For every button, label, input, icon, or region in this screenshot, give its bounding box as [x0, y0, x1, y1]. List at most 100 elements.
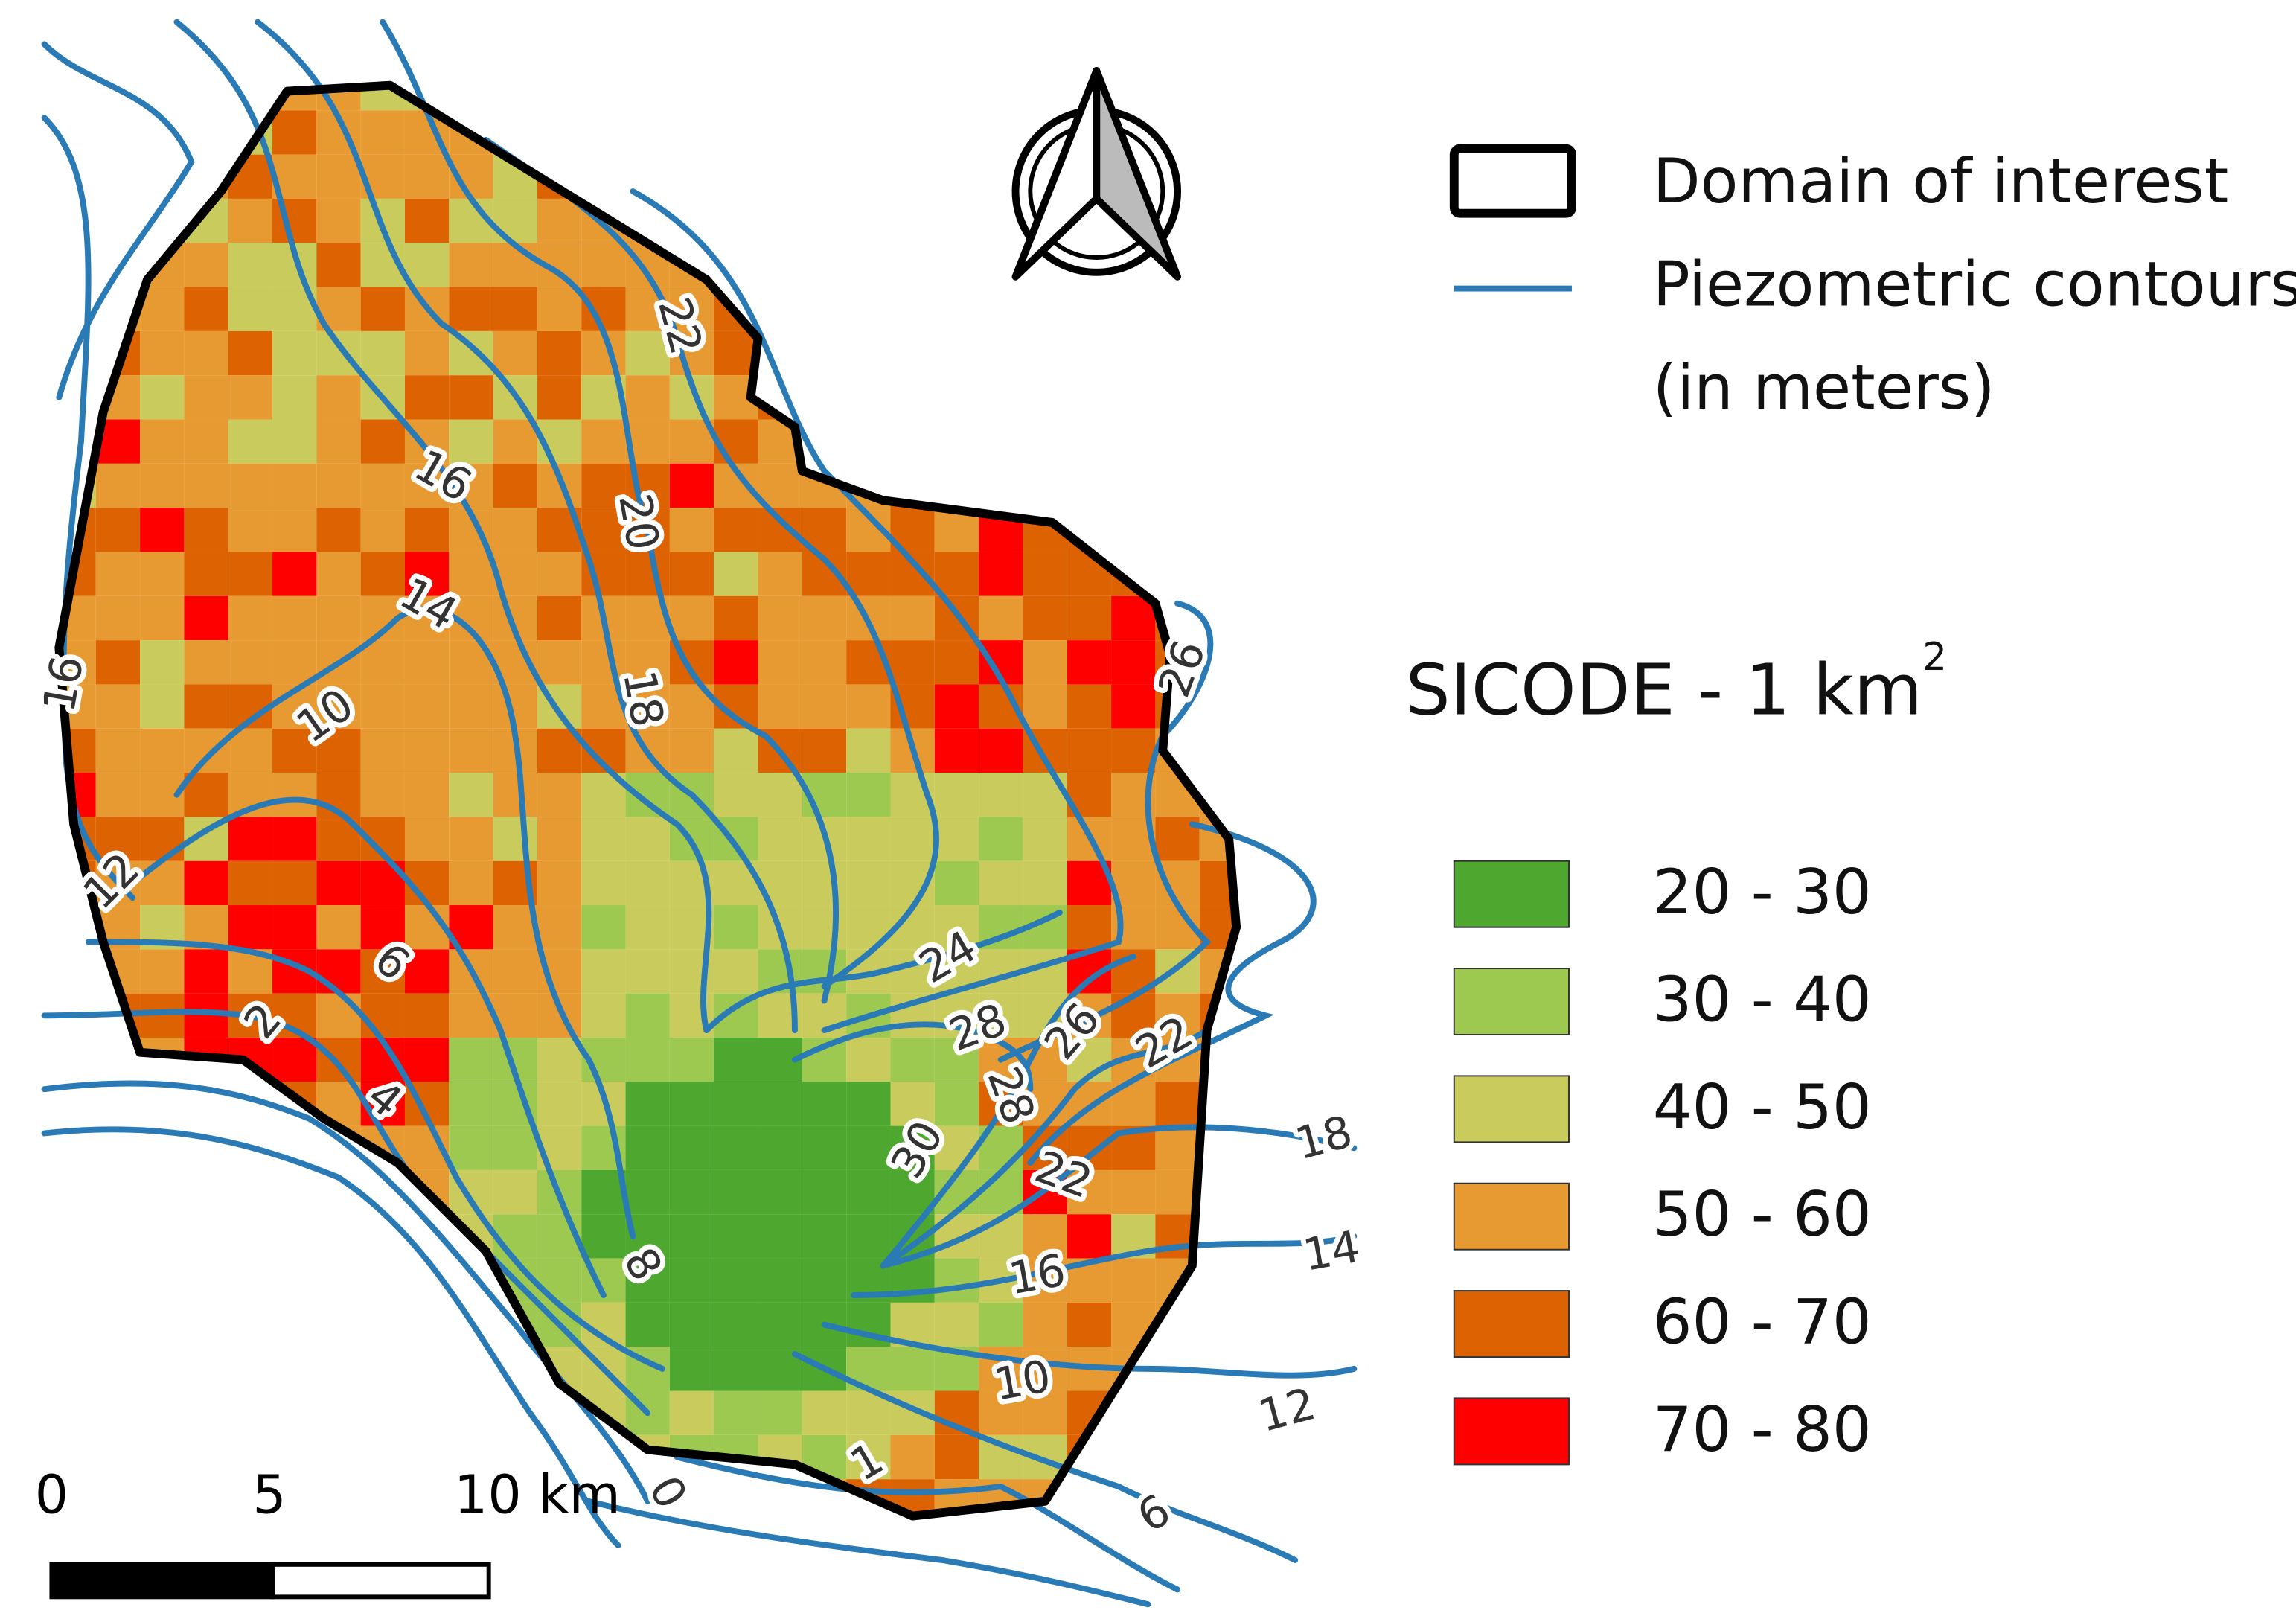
- raster-cell: [1199, 1479, 1237, 1516]
- contour-line: [880, 1027, 1210, 1269]
- raster-cell: [758, 1125, 802, 1170]
- raster-cell: [890, 375, 935, 420]
- raster-cell: [846, 728, 891, 773]
- raster-cell: [360, 1479, 405, 1516]
- raster-cell: [360, 463, 405, 508]
- raster-cell: [934, 1434, 979, 1480]
- raster-cell: [404, 330, 450, 376]
- raster-cell: [1199, 85, 1237, 111]
- raster-cell: [493, 773, 537, 817]
- raster-cell: [1067, 1214, 1112, 1259]
- raster-cell: [140, 817, 185, 861]
- raster-cell: [316, 1390, 361, 1435]
- raster-cell: [934, 1082, 979, 1126]
- raster-cell: [184, 85, 228, 111]
- raster-cell: [1111, 330, 1156, 376]
- raster-cell: [1023, 860, 1067, 906]
- raster-cell: [228, 1523, 272, 1567]
- raster-cell: [272, 330, 317, 376]
- raster-cell: [625, 773, 670, 817]
- raster-cell: [140, 154, 185, 199]
- legend-class-label: 20 - 30: [1653, 856, 1872, 928]
- raster-cell: [1199, 110, 1237, 155]
- raster-cell: [934, 1302, 979, 1347]
- raster-cell: [714, 1037, 758, 1082]
- raster-cell: [316, 1302, 361, 1347]
- raster-cell: [979, 463, 1023, 508]
- contour-line: [41, 1080, 651, 1504]
- raster-cell: [95, 773, 141, 817]
- raster-cell: [1155, 463, 1200, 508]
- raster-cell: [1067, 375, 1112, 420]
- raster-cell: [890, 949, 935, 994]
- raster-cell: [1199, 375, 1237, 420]
- raster-cell: [1067, 1479, 1112, 1516]
- raster-cell: [51, 1523, 95, 1567]
- raster-cell: [404, 1479, 450, 1516]
- raster-cell: [493, 419, 537, 464]
- raster-cell: [890, 287, 935, 331]
- raster-cell: [802, 154, 847, 199]
- raster-cell: [95, 817, 141, 861]
- raster-cell: [95, 1082, 141, 1126]
- raster-cell: [228, 817, 273, 861]
- raster-cell: [758, 198, 802, 243]
- contour-label: 18: [1290, 1105, 1358, 1169]
- raster-cell: [934, 1037, 979, 1082]
- raster-cell: [669, 1169, 714, 1215]
- raster-cell: [272, 817, 317, 861]
- raster-cell: [846, 287, 891, 331]
- raster-cell: [59, 1390, 96, 1435]
- raster-cell: [714, 1390, 758, 1435]
- raster-cell: [59, 1302, 96, 1347]
- raster-cell: [979, 817, 1023, 861]
- raster-cell: [316, 684, 361, 729]
- raster-cell: [493, 1523, 537, 1567]
- raster-cell: [272, 110, 317, 155]
- raster-cell: [846, 773, 891, 817]
- raster-cell: [1111, 419, 1156, 464]
- raster-cell: [228, 1347, 273, 1391]
- title-text: SICODE - 1 km: [1406, 649, 1923, 731]
- raster-cell: [1244, 331, 1288, 375]
- raster-cell: [1023, 463, 1067, 508]
- legend-contour-label: (in meters): [1653, 351, 1995, 424]
- raster-cell: [890, 595, 935, 641]
- raster-cell: [1199, 330, 1237, 376]
- raster-cell: [802, 640, 847, 685]
- raster-cell: [184, 330, 228, 376]
- raster-cell: [316, 154, 361, 199]
- raster-cell: [1067, 287, 1112, 331]
- raster-cell: [1023, 1214, 1067, 1259]
- raster-cell: [1067, 993, 1112, 1038]
- raster-cell: [1155, 552, 1200, 596]
- contour-layer: [41, 19, 1358, 1608]
- raster-cell: [625, 552, 670, 596]
- raster-cell: [1155, 375, 1200, 420]
- raster-cell: [581, 243, 626, 287]
- raster-cell: [714, 508, 758, 552]
- raster-cell: [934, 552, 979, 596]
- raster-cell: [625, 1082, 670, 1126]
- raster-cell: [890, 110, 935, 155]
- raster-cell: [404, 728, 450, 773]
- raster-cell: [360, 993, 405, 1038]
- raster-cell: [95, 1347, 141, 1391]
- raster-cell: [184, 463, 228, 508]
- raster-cell: [449, 728, 493, 773]
- raster-cell: [581, 287, 626, 331]
- raster-cell: [95, 198, 141, 243]
- raster-cell: [1023, 640, 1067, 685]
- raster-cell: [96, 1523, 140, 1567]
- legend-swatch: [1453, 1290, 1570, 1358]
- raster-cell: [404, 595, 450, 641]
- raster-cell: [493, 1214, 537, 1259]
- raster-cell: [714, 110, 758, 155]
- raster-cell: [1244, 375, 1288, 419]
- raster-cell: [802, 1082, 847, 1126]
- contour-line: [129, 796, 607, 1298]
- legend-swatch: [1453, 1182, 1570, 1251]
- raster-cell: [272, 1523, 316, 1567]
- raster-cell: [404, 684, 450, 729]
- raster-cell: [184, 287, 228, 331]
